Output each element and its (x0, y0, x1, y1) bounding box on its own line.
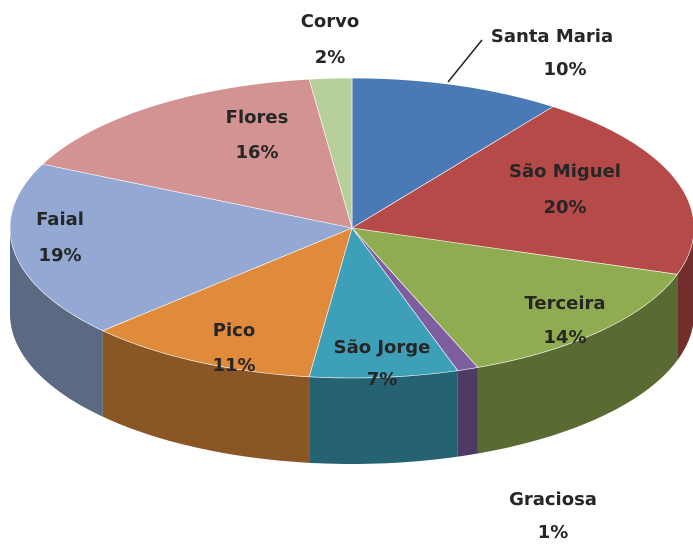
slice (101, 227, 353, 378)
slice-value-label: 7% (367, 369, 398, 390)
slice-label: Pico (213, 320, 255, 341)
slice-value-label: 19% (38, 245, 81, 266)
pie-sides (10, 228, 693, 464)
slice-value-label: 2% (315, 47, 346, 68)
slice-value-label: 10% (543, 59, 586, 80)
slice (308, 77, 353, 229)
slice-side (102, 330, 310, 463)
slice-label: São Jorge (334, 337, 431, 358)
slice-side (457, 367, 478, 457)
pie-tops (9, 77, 693, 379)
slice-label: Santa Maria (491, 26, 613, 47)
slice-side (10, 228, 103, 417)
slice-label: Flores (226, 107, 289, 128)
slice-label: Faial (36, 209, 84, 230)
slice-value-label: 11% (212, 355, 255, 376)
slice-label: São Miguel (509, 161, 621, 182)
labels: Santa Maria 10% São Miguel 20% Terceira 14% Gr… (36, 11, 621, 543)
slice (41, 78, 353, 229)
slice-side (677, 239, 693, 361)
slice-label: Terceira (524, 293, 605, 314)
slice-label: Corvo (301, 11, 360, 32)
slice (351, 227, 678, 368)
slice-label: Graciosa (509, 489, 597, 510)
slice (351, 77, 554, 229)
slice-value-label: 20% (543, 197, 586, 218)
slice-side (309, 370, 458, 464)
leader-line (447, 39, 483, 83)
slice-side (477, 274, 678, 454)
slice-value-label: 1% (538, 522, 569, 543)
slice-value-label: 14% (543, 327, 586, 348)
slice (308, 227, 459, 379)
slice (9, 163, 354, 332)
slice-value-label: 16% (235, 142, 278, 163)
slice (351, 106, 693, 275)
